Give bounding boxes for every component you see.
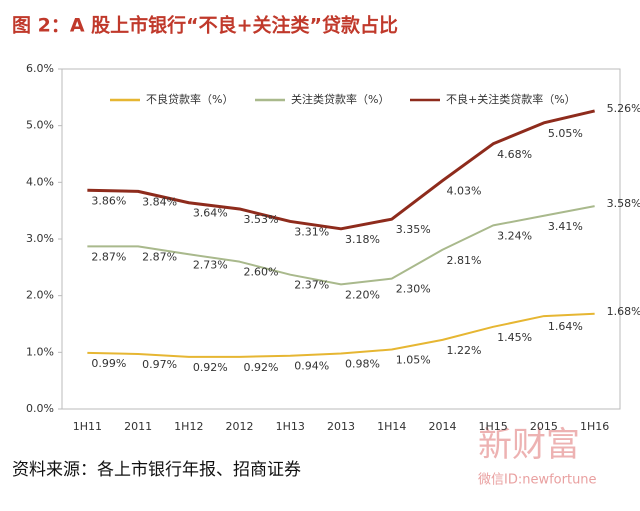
value-label: 3.53% (244, 213, 279, 226)
value-label: 0.98% (345, 357, 380, 370)
value-label: 3.86% (91, 194, 126, 207)
x-tick-label: 2014 (428, 420, 456, 433)
watermark: 新财富 (478, 426, 580, 464)
value-label: 1.22% (446, 344, 481, 357)
value-label: 3.18% (345, 233, 380, 246)
y-tick-label: 3.0% (26, 232, 54, 245)
value-label: 3.31% (294, 225, 329, 238)
source-note: 资料来源：各上市银行年报、招商证券 (12, 460, 301, 480)
value-label: 0.97% (142, 358, 177, 371)
y-tick-label: 0.0% (26, 402, 54, 415)
value-label: 2.87% (91, 250, 126, 263)
series-line (87, 109, 595, 231)
legend-label: 不良+关注类贷款率（%） (446, 92, 576, 106)
value-label: 3.41% (548, 220, 583, 233)
legend-label: 不良贷款率（%） (146, 92, 233, 106)
value-label: 1.68% (607, 305, 640, 318)
y-tick-label: 2.0% (26, 289, 54, 302)
value-label: 1.05% (396, 354, 431, 367)
chart-title: 图 2：A 股上市银行“不良+关注类”贷款占比 (12, 14, 398, 37)
value-label: 1.64% (548, 320, 583, 333)
legend-label: 关注类贷款率（%） (291, 92, 389, 106)
value-label: 0.99% (91, 357, 126, 370)
value-label: 0.94% (294, 360, 329, 373)
value-label: 3.64% (193, 207, 228, 220)
x-tick-label: 1H16 (580, 420, 609, 433)
value-label: 2.73% (193, 258, 228, 271)
x-tick-label: 1H13 (276, 420, 305, 433)
y-tick-label: 4.0% (26, 175, 54, 188)
x-tick-label: 2015 (530, 420, 558, 433)
value-label: 2.37% (294, 279, 329, 292)
x-tick-label: 2013 (327, 420, 355, 433)
value-label: 4.03% (446, 185, 481, 198)
x-tick-label: 1H14 (377, 420, 406, 433)
watermark-sub: 微信ID:newfortune (478, 473, 597, 488)
x-tick-label: 2011 (124, 420, 152, 433)
value-label: 2.60% (244, 266, 279, 279)
value-label: 3.84% (142, 195, 177, 208)
value-label: 1.45% (497, 331, 532, 344)
value-label: 3.24% (497, 229, 532, 242)
value-label: 2.30% (396, 283, 431, 296)
series-line (87, 312, 595, 358)
x-tick-label: 1H12 (174, 420, 203, 433)
x-tick-label: 2012 (226, 420, 254, 433)
value-label: 5.26% (607, 102, 640, 115)
value-label: 2.81% (446, 254, 481, 267)
value-label: 2.87% (142, 250, 177, 263)
y-tick-label: 1.0% (26, 345, 54, 358)
value-label: 0.92% (193, 361, 228, 374)
value-label: 0.92% (244, 361, 279, 374)
y-tick-label: 5.0% (26, 119, 54, 132)
value-label: 4.68% (497, 148, 532, 161)
y-tick-label: 6.0% (26, 62, 54, 75)
x-tick-label: 1H15 (479, 420, 508, 433)
series-line (87, 205, 595, 286)
value-label: 5.05% (548, 127, 583, 140)
x-tick-label: 1H11 (73, 420, 102, 433)
value-label: 2.20% (345, 288, 380, 301)
value-label: 3.35% (396, 223, 431, 236)
value-label: 3.58% (607, 197, 640, 210)
